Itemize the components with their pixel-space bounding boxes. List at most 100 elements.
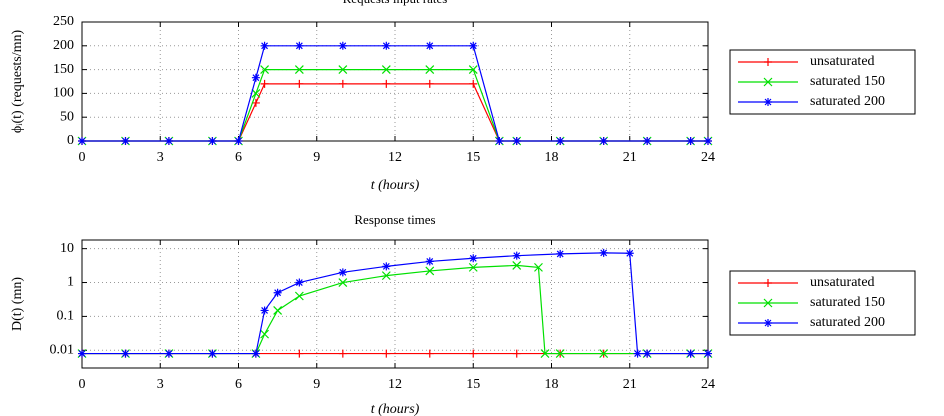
marker (260, 65, 270, 75)
marker (625, 249, 634, 258)
chart-title: Response times (354, 212, 435, 227)
plot-frame (81, 21, 709, 142)
y-axis-label: D(t) (mn) (10, 277, 25, 331)
marker (208, 349, 217, 358)
legend-label: saturated 200 (810, 315, 885, 330)
marker (599, 349, 609, 358)
series-line (82, 252, 708, 355)
marker (555, 349, 565, 358)
series-line (82, 83, 708, 142)
marker (764, 98, 772, 106)
marker (251, 73, 260, 82)
marker (338, 41, 347, 50)
marker (643, 137, 652, 145)
marker (633, 349, 642, 358)
chart-title: Requests input rates (343, 0, 448, 6)
marker (338, 268, 347, 277)
x-tick-label: 15 (466, 377, 480, 392)
marker (425, 65, 435, 75)
marker (763, 77, 773, 87)
x-tick-label: 6 (235, 150, 242, 165)
y-tick-label: 0.1 (57, 309, 75, 324)
x-tick-label: 9 (313, 377, 320, 392)
marker (234, 137, 243, 145)
x-tick-label: 18 (545, 377, 559, 392)
marker (295, 278, 304, 287)
marker (260, 41, 269, 50)
marker (273, 306, 283, 315)
marker (469, 349, 478, 358)
x-tick-label: 3 (157, 150, 164, 165)
marker (469, 79, 478, 88)
marker (273, 288, 282, 297)
marker (382, 349, 391, 358)
x-tick-label: 9 (313, 150, 320, 165)
legend-label: unsaturated (810, 54, 875, 69)
marker (599, 248, 608, 257)
y-tick-label: 10 (60, 241, 74, 256)
y-tick-label: 50 (60, 109, 74, 124)
y-tick-label: 100 (53, 86, 74, 101)
marker (704, 137, 712, 145)
marker (512, 349, 521, 358)
marker (338, 65, 348, 75)
legend-label: unsaturated (810, 275, 875, 290)
marker (338, 278, 348, 287)
x-tick-label: 6 (235, 377, 242, 392)
x-tick-label: 12 (388, 150, 402, 165)
marker (251, 349, 260, 358)
y-tick-label: 250 (53, 14, 74, 29)
marker (382, 41, 391, 50)
marker (686, 349, 695, 358)
marker (425, 349, 434, 358)
marker (121, 137, 130, 145)
x-axis-label: t (hours) (371, 178, 420, 193)
x-tick-label: 0 (79, 150, 86, 165)
y-tick-label: 150 (53, 62, 74, 77)
y-tick-label: 0.01 (50, 343, 75, 358)
marker (260, 306, 269, 315)
marker (764, 279, 772, 287)
marker (121, 349, 130, 358)
marker (468, 65, 478, 75)
x-tick-label: 15 (466, 150, 480, 165)
marker (295, 349, 304, 358)
marker (294, 291, 304, 301)
marker (425, 41, 434, 50)
marker (425, 79, 434, 88)
marker (260, 79, 269, 88)
marker (338, 79, 347, 88)
marker (425, 266, 435, 276)
marker (381, 65, 391, 75)
marker (251, 88, 261, 98)
legend-label: saturated 150 (810, 74, 885, 89)
marker (381, 271, 391, 281)
marker (78, 137, 86, 145)
marker (382, 79, 391, 88)
marker (556, 249, 565, 258)
y-tick-label: 0 (67, 133, 74, 148)
marker (295, 41, 304, 50)
y-tick-label: 1 (67, 275, 74, 290)
x-tick-label: 3 (157, 377, 164, 392)
marker (512, 251, 521, 260)
marker (512, 260, 522, 270)
x-tick-label: 18 (545, 150, 559, 165)
marker (512, 137, 521, 145)
legend-label: saturated 200 (810, 94, 885, 109)
marker (295, 79, 304, 88)
marker (495, 137, 504, 145)
marker (469, 41, 478, 50)
marker (294, 65, 304, 75)
legend-label: saturated 150 (810, 295, 885, 310)
x-tick-label: 24 (701, 150, 715, 165)
x-tick-label: 24 (701, 377, 715, 392)
marker (251, 98, 260, 107)
marker (534, 262, 543, 272)
marker (686, 137, 695, 145)
marker (599, 137, 608, 145)
x-tick-label: 0 (79, 377, 86, 392)
marker (468, 262, 478, 272)
marker (338, 349, 347, 358)
